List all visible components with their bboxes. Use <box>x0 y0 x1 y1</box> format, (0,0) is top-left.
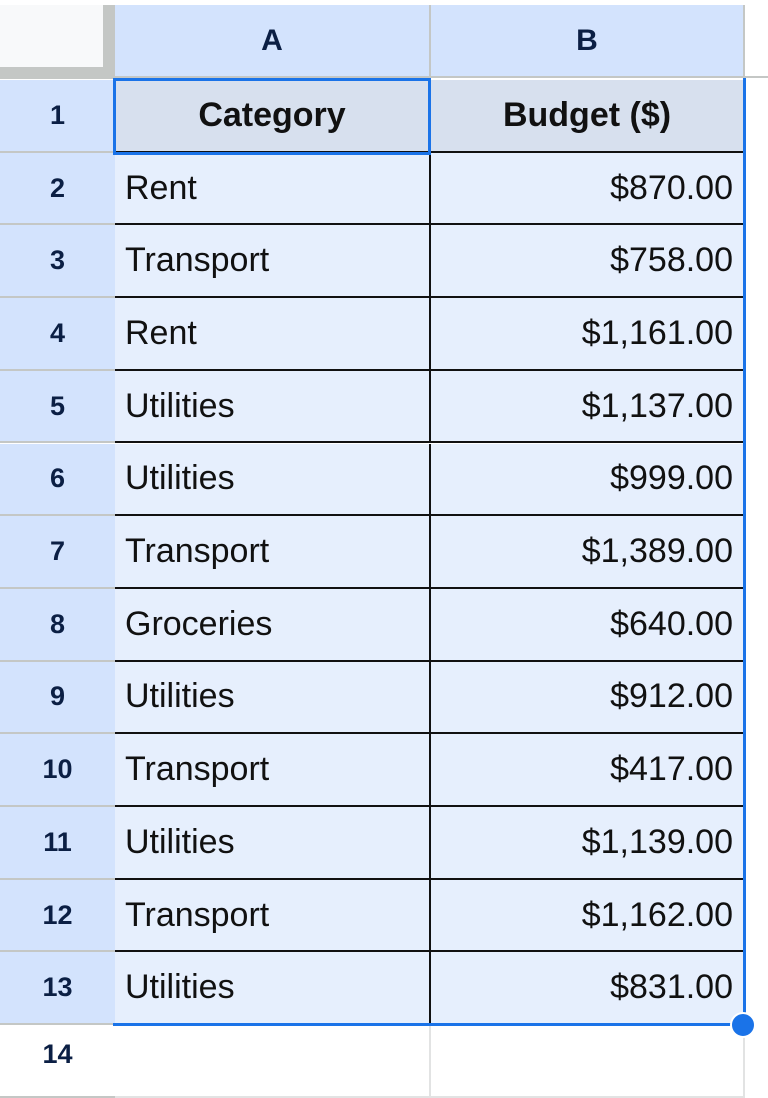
empty-cell[interactable] <box>115 1025 431 1098</box>
column-header-b[interactable]: B <box>431 5 745 78</box>
row-header[interactable]: 2 <box>0 152 115 226</box>
category-cell[interactable]: Transport <box>115 225 431 299</box>
category-cell[interactable]: Rent <box>115 152 431 226</box>
budget-cell[interactable]: $912.00 <box>431 661 745 735</box>
category-cell[interactable]: Rent <box>115 298 431 371</box>
budget-cell[interactable]: $758.00 <box>431 225 745 299</box>
row-header[interactable]: 4 <box>0 298 115 371</box>
budget-cell[interactable]: $1,137.00 <box>431 370 745 444</box>
category-cell[interactable]: Utilities <box>115 661 431 735</box>
row-header[interactable]: 9 <box>0 661 115 735</box>
budget-cell[interactable]: $1,162.00 <box>431 879 745 953</box>
budget-cell[interactable]: $1,139.00 <box>431 807 745 880</box>
column-header-a[interactable]: A <box>115 5 431 78</box>
cell-b1-header[interactable]: Budget ($) <box>431 80 745 153</box>
category-cell[interactable]: Utilities <box>115 443 431 517</box>
empty-cell[interactable] <box>431 1025 745 1098</box>
row-header[interactable]: 8 <box>0 588 115 662</box>
fill-handle[interactable] <box>730 1012 756 1038</box>
budget-cell[interactable]: $999.00 <box>431 443 745 517</box>
category-cell[interactable]: Utilities <box>115 952 431 1026</box>
row-header[interactable]: 1 <box>0 80 115 153</box>
row-header[interactable]: 6 <box>0 443 115 517</box>
budget-cell[interactable]: $870.00 <box>431 152 745 226</box>
row-header[interactable]: 7 <box>0 516 115 589</box>
category-cell[interactable]: Transport <box>115 516 431 589</box>
row-header[interactable]: 12 <box>0 879 115 953</box>
row-header[interactable]: 3 <box>0 225 115 299</box>
category-cell[interactable]: Transport <box>115 879 431 953</box>
row-header[interactable]: 10 <box>0 734 115 807</box>
select-all-corner[interactable] <box>0 5 115 79</box>
row-header[interactable]: 11 <box>0 807 115 880</box>
budget-cell[interactable]: $1,389.00 <box>431 516 745 589</box>
category-cell[interactable]: Utilities <box>115 807 431 880</box>
column-header-c[interactable] <box>745 5 768 78</box>
row-header[interactable]: 14 <box>0 1025 115 1098</box>
category-cell[interactable]: Transport <box>115 734 431 807</box>
cell-a1-header[interactable]: Category <box>115 80 431 153</box>
category-cell[interactable]: Groceries <box>115 588 431 662</box>
row-header[interactable]: 5 <box>0 370 115 444</box>
budget-cell[interactable]: $1,161.00 <box>431 298 745 371</box>
budget-cell[interactable]: $640.00 <box>431 588 745 662</box>
budget-cell[interactable]: $831.00 <box>431 952 745 1026</box>
category-cell[interactable]: Utilities <box>115 370 431 444</box>
budget-cell[interactable]: $417.00 <box>431 734 745 807</box>
row-header[interactable]: 13 <box>0 952 115 1026</box>
